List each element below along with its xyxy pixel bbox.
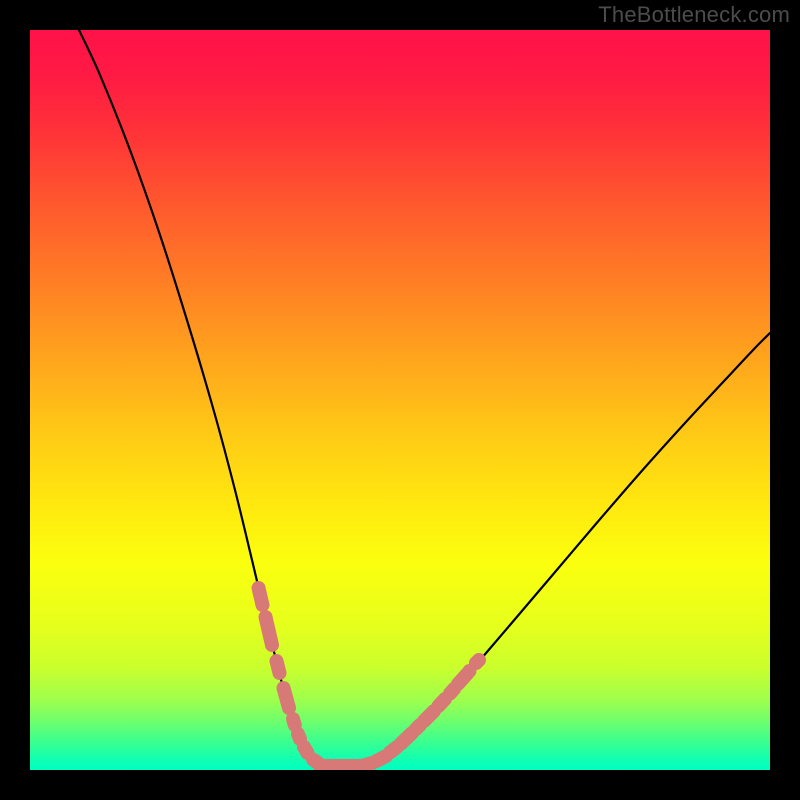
data-bead xyxy=(463,664,477,678)
data-bead xyxy=(259,588,263,605)
data-bead xyxy=(424,711,434,721)
data-bead xyxy=(450,689,454,694)
data-bead xyxy=(277,661,280,673)
data-bead xyxy=(293,719,295,725)
data-bead xyxy=(476,660,479,663)
data-bead xyxy=(284,688,290,708)
chart-svg xyxy=(0,0,800,800)
data-bead xyxy=(266,617,273,645)
data-bead xyxy=(298,734,300,739)
watermark-text: TheBottleneck.com xyxy=(598,2,790,28)
data-bead xyxy=(401,733,412,744)
data-bead xyxy=(304,747,308,753)
plot-gradient-background xyxy=(30,30,770,770)
data-bead xyxy=(439,699,446,706)
chart-stage: TheBottleneck.com xyxy=(0,0,800,800)
